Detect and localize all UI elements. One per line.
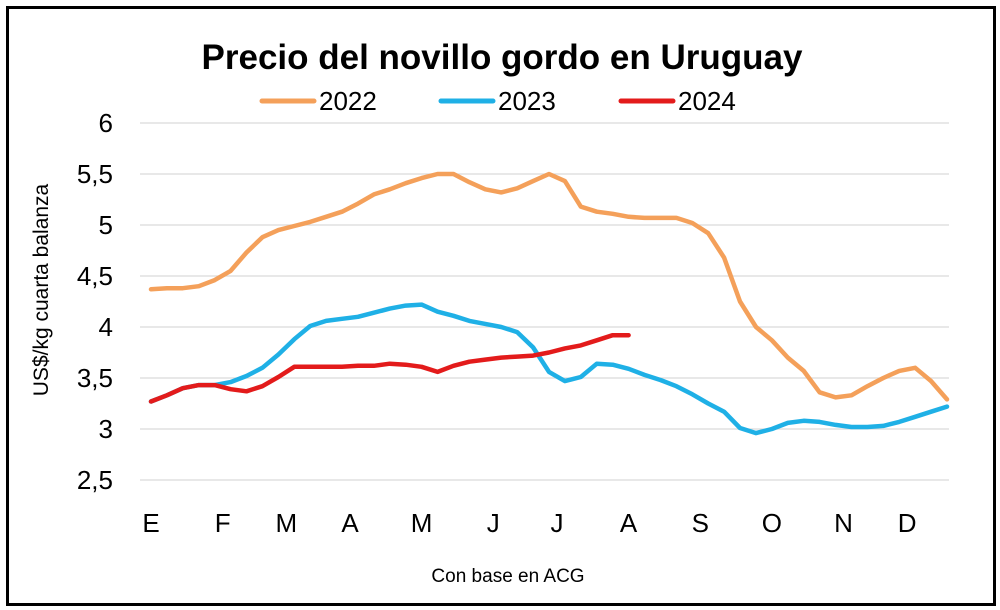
x-tick-label: S <box>692 508 709 538</box>
legend-label: 2024 <box>678 86 736 116</box>
y-tick-label: 5 <box>99 210 113 240</box>
legend-label: 2022 <box>319 86 377 116</box>
chart-frame: Precio del novillo gordo en Uruguay 2022… <box>6 6 996 606</box>
y-axis-label: US$/kg cuarta balanza <box>30 183 53 396</box>
line-chart: Precio del novillo gordo en Uruguay 2022… <box>30 38 950 587</box>
series-lines <box>148 171 950 436</box>
x-tick-label: J <box>487 508 500 538</box>
y-tick-label: 4 <box>99 312 113 342</box>
y-tick-label: 6 <box>99 108 113 138</box>
source-note: Con base en ACG <box>431 566 584 587</box>
x-tick-label: E <box>142 508 159 538</box>
y-tick-label: 2,5 <box>77 465 113 495</box>
y-tick-label: 5,5 <box>77 159 113 189</box>
x-tick-label: O <box>762 508 782 538</box>
y-tick-label: 3,5 <box>77 363 113 393</box>
x-tick-label: A <box>341 508 359 538</box>
y-tick-label: 4,5 <box>77 261 113 291</box>
chart-title: Precio del novillo gordo en Uruguay <box>202 38 803 77</box>
legend-item-2023: 2023 <box>438 86 556 116</box>
y-tick-label: 3 <box>99 414 113 444</box>
legend-item-2022: 2022 <box>259 86 377 116</box>
x-tick-label: D <box>898 508 917 538</box>
x-tick-label: M <box>411 508 433 538</box>
series-line-2023 <box>148 302 950 436</box>
legend-item-2024: 2024 <box>618 86 736 116</box>
series-line-2024 <box>148 332 631 404</box>
x-tick-label: N <box>834 508 853 538</box>
legend-label: 2023 <box>498 86 556 116</box>
x-tick-label: F <box>215 508 231 538</box>
x-tick-label: A <box>620 508 638 538</box>
y-axis-ticks: 2,5 3 3,5 4 4,5 5 5,5 6 <box>77 108 113 495</box>
legend: 2022 2023 2024 <box>259 86 736 116</box>
x-tick-label: M <box>275 508 297 538</box>
series-line-2022 <box>148 171 950 402</box>
x-tick-label: J <box>550 508 563 538</box>
